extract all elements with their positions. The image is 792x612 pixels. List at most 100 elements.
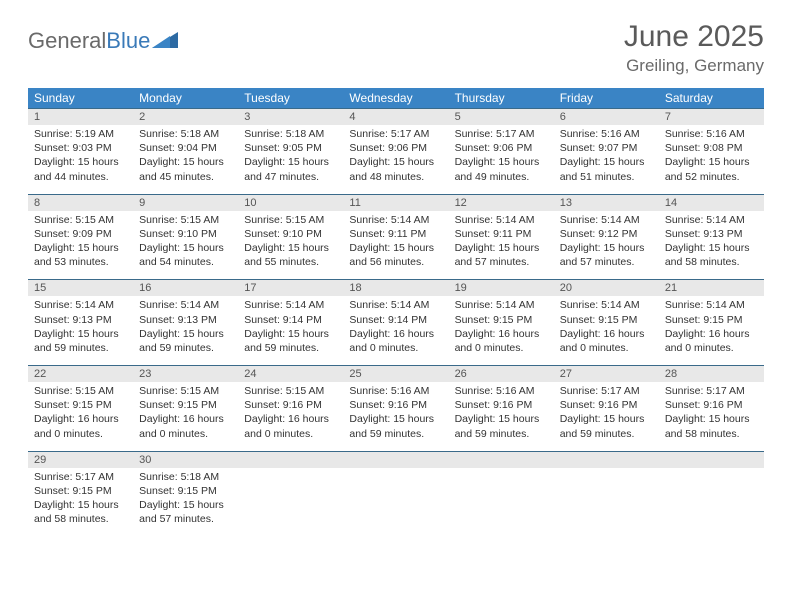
sunset-line: Sunset: 9:15 PM [455, 313, 548, 327]
sunset-line: Sunset: 9:06 PM [455, 141, 548, 155]
day-number-cell: 4 [343, 109, 448, 126]
day-number-cell: 24 [238, 366, 343, 383]
day-number-cell: 19 [449, 280, 554, 297]
title-block: June 2025 Greiling, Germany [624, 20, 764, 76]
sunrise-line: Sunrise: 5:18 AM [139, 470, 232, 484]
day-content-cell: Sunrise: 5:14 AMSunset: 9:14 PMDaylight:… [238, 296, 343, 365]
daynum-row: 2930 [28, 451, 764, 468]
sunrise-line: Sunrise: 5:14 AM [665, 213, 758, 227]
sunset-line: Sunset: 9:12 PM [560, 227, 653, 241]
day-number-cell: 13 [554, 194, 659, 211]
day-content-cell: Sunrise: 5:18 AMSunset: 9:04 PMDaylight:… [133, 125, 238, 194]
sunset-line: Sunset: 9:10 PM [244, 227, 337, 241]
sunrise-line: Sunrise: 5:14 AM [349, 213, 442, 227]
day-content-cell: Sunrise: 5:17 AMSunset: 9:16 PMDaylight:… [659, 382, 764, 451]
sunset-line: Sunset: 9:13 PM [665, 227, 758, 241]
day-number: 29 [28, 452, 133, 468]
day-content-cell: Sunrise: 5:18 AMSunset: 9:05 PMDaylight:… [238, 125, 343, 194]
day-number: 21 [659, 280, 764, 296]
daylight-line: Daylight: 15 hours and 53 minutes. [34, 241, 127, 269]
daylight-line: Daylight: 15 hours and 59 minutes. [34, 327, 127, 355]
day-content-cell [449, 468, 554, 537]
day-content-cell: Sunrise: 5:15 AMSunset: 9:09 PMDaylight:… [28, 211, 133, 280]
sunset-line: Sunset: 9:08 PM [665, 141, 758, 155]
sunrise-line: Sunrise: 5:15 AM [244, 384, 337, 398]
daylight-line: Daylight: 15 hours and 47 minutes. [244, 155, 337, 183]
daylight-line: Daylight: 15 hours and 52 minutes. [665, 155, 758, 183]
sunrise-line: Sunrise: 5:17 AM [560, 384, 653, 398]
day-content-cell: Sunrise: 5:14 AMSunset: 9:12 PMDaylight:… [554, 211, 659, 280]
day-number-cell: 27 [554, 366, 659, 383]
daylight-line: Daylight: 15 hours and 57 minutes. [560, 241, 653, 269]
day-number: 25 [343, 366, 448, 382]
day-number-cell: 29 [28, 451, 133, 468]
weekday-header-row: Sunday Monday Tuesday Wednesday Thursday… [28, 88, 764, 109]
daylight-line: Daylight: 15 hours and 55 minutes. [244, 241, 337, 269]
daylight-line: Daylight: 15 hours and 59 minutes. [560, 412, 653, 440]
day-number-cell: 14 [659, 194, 764, 211]
day-content-cell: Sunrise: 5:14 AMSunset: 9:15 PMDaylight:… [449, 296, 554, 365]
day-content-cell: Sunrise: 5:14 AMSunset: 9:13 PMDaylight:… [659, 211, 764, 280]
sunrise-line: Sunrise: 5:17 AM [349, 127, 442, 141]
daylight-line: Daylight: 15 hours and 56 minutes. [349, 241, 442, 269]
sunset-line: Sunset: 9:15 PM [139, 398, 232, 412]
day-number-cell: 18 [343, 280, 448, 297]
day-number: 17 [238, 280, 343, 296]
sunset-line: Sunset: 9:11 PM [349, 227, 442, 241]
daylight-line: Daylight: 15 hours and 54 minutes. [139, 241, 232, 269]
day-content-cell: Sunrise: 5:17 AMSunset: 9:06 PMDaylight:… [449, 125, 554, 194]
month-title: June 2025 [624, 20, 764, 54]
logo-text: GeneralBlue [28, 28, 150, 54]
daylight-line: Daylight: 15 hours and 58 minutes. [665, 241, 758, 269]
sunset-line: Sunset: 9:10 PM [139, 227, 232, 241]
sunrise-line: Sunrise: 5:16 AM [349, 384, 442, 398]
daynum-row: 891011121314 [28, 194, 764, 211]
sunrise-line: Sunrise: 5:19 AM [34, 127, 127, 141]
weekday-header: Friday [554, 88, 659, 109]
day-number: 8 [28, 195, 133, 211]
location: Greiling, Germany [624, 56, 764, 76]
sunset-line: Sunset: 9:15 PM [34, 484, 127, 498]
day-number-cell: 7 [659, 109, 764, 126]
sunrise-line: Sunrise: 5:16 AM [455, 384, 548, 398]
daylight-line: Daylight: 16 hours and 0 minutes. [349, 327, 442, 355]
day-number-cell: 8 [28, 194, 133, 211]
day-number: 18 [343, 280, 448, 296]
logo-word1: General [28, 28, 106, 53]
day-content-cell: Sunrise: 5:15 AMSunset: 9:10 PMDaylight:… [238, 211, 343, 280]
daylight-line: Daylight: 16 hours and 0 minutes. [139, 412, 232, 440]
sunset-line: Sunset: 9:15 PM [560, 313, 653, 327]
day-content-cell: Sunrise: 5:16 AMSunset: 9:16 PMDaylight:… [449, 382, 554, 451]
daylight-line: Daylight: 15 hours and 59 minutes. [349, 412, 442, 440]
day-number: 7 [659, 109, 764, 125]
daylight-line: Daylight: 15 hours and 59 minutes. [455, 412, 548, 440]
day-number-cell: 23 [133, 366, 238, 383]
day-number-cell: 3 [238, 109, 343, 126]
sunrise-line: Sunrise: 5:15 AM [139, 213, 232, 227]
day-number [238, 452, 343, 468]
day-number-cell: 30 [133, 451, 238, 468]
sunrise-line: Sunrise: 5:14 AM [244, 298, 337, 312]
day-number-cell: 11 [343, 194, 448, 211]
day-content-cell: Sunrise: 5:16 AMSunset: 9:16 PMDaylight:… [343, 382, 448, 451]
sunset-line: Sunset: 9:04 PM [139, 141, 232, 155]
day-content-cell: Sunrise: 5:14 AMSunset: 9:15 PMDaylight:… [554, 296, 659, 365]
day-number: 12 [449, 195, 554, 211]
daylight-line: Daylight: 16 hours and 0 minutes. [665, 327, 758, 355]
day-number-cell: 20 [554, 280, 659, 297]
day-number: 14 [659, 195, 764, 211]
weekday-header: Sunday [28, 88, 133, 109]
sunrise-line: Sunrise: 5:17 AM [665, 384, 758, 398]
sunrise-line: Sunrise: 5:15 AM [34, 213, 127, 227]
day-number-cell [554, 451, 659, 468]
sunrise-line: Sunrise: 5:14 AM [560, 298, 653, 312]
day-number-cell [449, 451, 554, 468]
sunset-line: Sunset: 9:14 PM [244, 313, 337, 327]
day-number: 22 [28, 366, 133, 382]
daylight-line: Daylight: 15 hours and 59 minutes. [244, 327, 337, 355]
day-number: 23 [133, 366, 238, 382]
day-number: 13 [554, 195, 659, 211]
weekday-header: Saturday [659, 88, 764, 109]
sunset-line: Sunset: 9:15 PM [665, 313, 758, 327]
header: GeneralBlue June 2025 Greiling, Germany [28, 20, 764, 76]
